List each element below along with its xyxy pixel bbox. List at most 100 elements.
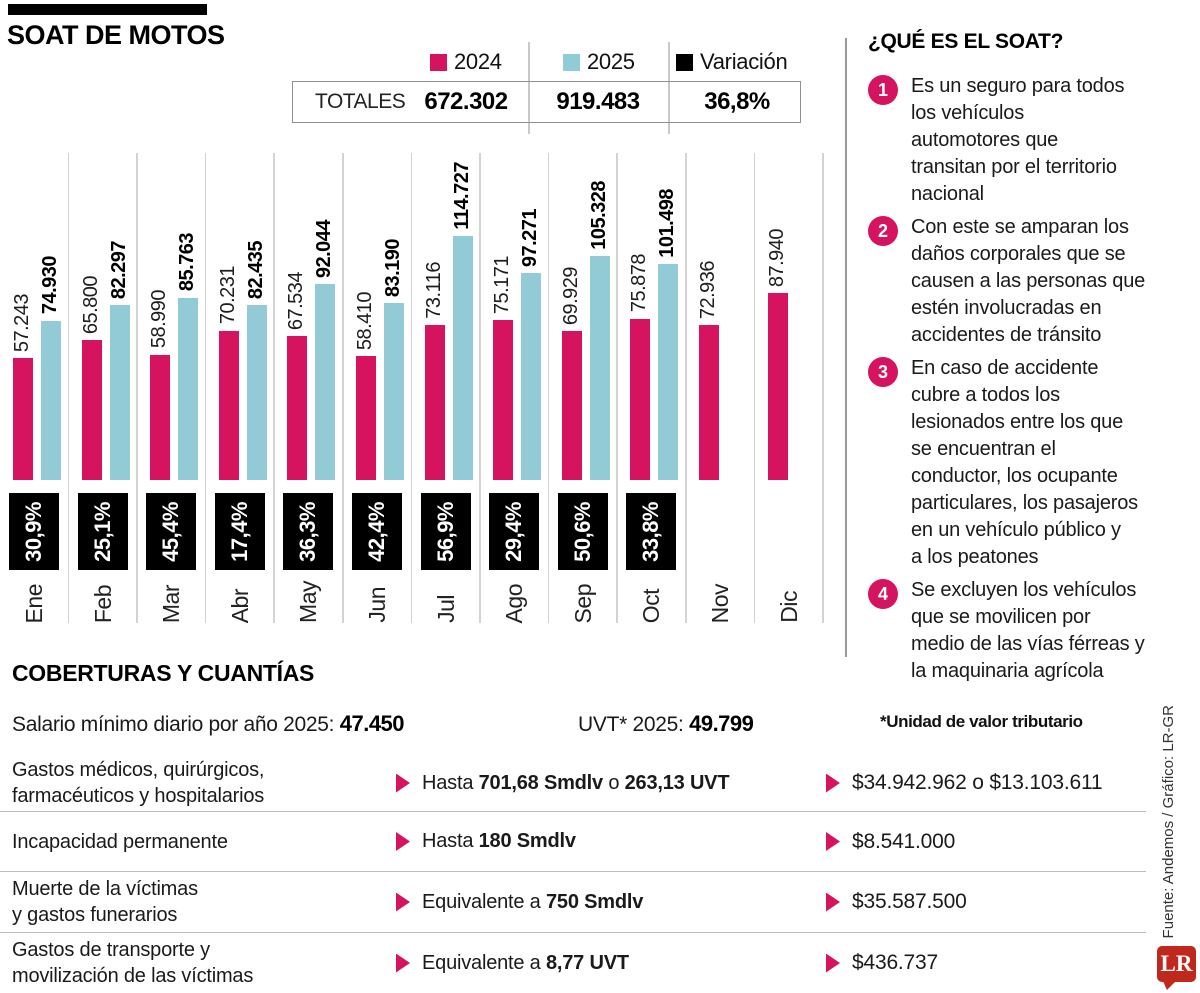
bar-value-2024-Dic: 87.940 xyxy=(765,228,788,287)
bar-2025-May xyxy=(315,284,336,480)
table-row: Muerte de la víctimas y gastos funerario… xyxy=(0,872,1146,933)
variation-badge-Jul: 56,9% xyxy=(420,493,471,570)
min-salary-label: Salario mínimo diario por año 2025: xyxy=(12,713,340,736)
soat-item-4: 4 Se excluyen los vehículos que se movil… xyxy=(868,577,1193,685)
coverage-table: Gastos médicos, quirúrgicos, farmacéutic… xyxy=(0,755,1146,993)
bar-value-2024-Jun: 58.410 xyxy=(354,291,376,350)
bar-value-2025-Feb: 82.297 xyxy=(107,240,130,299)
bar-2024-Dic xyxy=(767,292,788,480)
month-label-Jun: Jun xyxy=(364,587,390,623)
variation-badge-Sep: 50,6% xyxy=(557,493,608,570)
bar-2025-Ago xyxy=(521,273,542,480)
month-label-Dic: Dic xyxy=(775,591,802,623)
soat-item-1: 1 Es un seguro para todos los vehículos … xyxy=(868,73,1193,208)
bar-value-2024-Ene: 57.243 xyxy=(11,294,33,353)
variation-value: 30,9% xyxy=(21,501,46,562)
coverage-amount: $34.942.962 o $13.103.611 xyxy=(826,771,1146,795)
month-label-Feb: Feb xyxy=(89,584,116,623)
item-number-badge: 4 xyxy=(868,579,898,609)
totals-label: TOTALES xyxy=(315,90,406,113)
variation-badge-Ene: 30,9% xyxy=(9,493,59,570)
bar-value-2025-Ago: 97.271 xyxy=(519,208,542,268)
coverage-title: COBERTURAS Y CUANTÍAS xyxy=(12,660,315,686)
page-title: SOAT DE MOTOS xyxy=(7,20,225,50)
legend-item-2025: 2025 xyxy=(563,49,635,75)
coverage-limit: Hasta 701,68 Smdlv o 263,13 UVT xyxy=(396,772,826,795)
coverage-limit: Hasta 180 Smdlv xyxy=(396,830,826,853)
variation-badge-May: 36,3% xyxy=(283,493,334,570)
uvt-fact: UVT* 2025: 49.799 xyxy=(578,711,754,737)
bar-value-2024-Oct: 75.878 xyxy=(628,254,651,313)
bar-value-2024-Mar: 58.990 xyxy=(148,290,171,349)
coverage-amount: $35.587.500 xyxy=(826,890,1146,914)
legend-swatch-variation xyxy=(676,53,693,71)
variation-badge-Jun: 42,4% xyxy=(352,493,402,570)
arrow-icon xyxy=(826,953,840,973)
item-text: Se excluyen los vehículos que se movilic… xyxy=(911,579,1145,682)
bar-value-2024-May: 67.534 xyxy=(285,272,308,331)
arrow-icon xyxy=(396,953,410,973)
bar-value-2024-Sep: 69.929 xyxy=(559,267,582,326)
variation-value: 50,6% xyxy=(569,501,595,562)
chart-gridline xyxy=(410,153,413,623)
bar-value-2025-Ene: 74.930 xyxy=(39,256,61,315)
bar-2024-Feb xyxy=(81,340,102,480)
chart-gridline xyxy=(822,153,824,623)
month-label-Mar: Mar xyxy=(158,584,185,623)
limit-text: Equivalente a 750 Smdlv xyxy=(422,890,644,913)
uvt-value: 49.799 xyxy=(689,711,754,736)
bar-2024-Abr xyxy=(218,330,239,480)
min-salary-value: 47.450 xyxy=(339,711,405,736)
coverage-amount: $8.541.000 xyxy=(826,830,1146,854)
total-2024: 672.302 xyxy=(424,88,508,115)
chart-gridline xyxy=(204,153,207,623)
arrow-icon xyxy=(396,892,410,912)
bar-value-2024-Abr: 70.231 xyxy=(216,266,239,325)
limit-text: Hasta 701,68 Smdlv o 263,13 UVT xyxy=(422,771,730,794)
variation-value: 56,9% xyxy=(432,501,458,562)
chart-gridline xyxy=(753,153,756,623)
month-label-May: May xyxy=(295,581,322,623)
total-variation: 36,8% xyxy=(704,88,770,115)
bar-value-2025-Oct: 101.498 xyxy=(656,189,679,259)
bar-2025-Ene xyxy=(41,320,61,480)
panel-divider xyxy=(845,38,847,657)
month-label-Ene: Ene xyxy=(21,583,47,623)
arrow-icon xyxy=(396,773,410,793)
variation-badge-Oct: 33,8% xyxy=(626,493,677,570)
bar-2025-Jul xyxy=(452,236,473,480)
bar-2024-Jun xyxy=(356,355,376,480)
variation-badge-Abr: 17,4% xyxy=(214,493,265,570)
bar-2025-Sep xyxy=(589,256,610,480)
item-text: En caso de accidente cubre a todos los l… xyxy=(911,357,1138,568)
bar-2024-Jul xyxy=(424,324,445,480)
chart-gridline xyxy=(479,153,481,623)
bar-2025-Abr xyxy=(246,304,267,480)
variation-value: 17,4% xyxy=(226,501,252,562)
chart-gridline xyxy=(67,153,70,623)
bar-value-2025-Sep: 105.328 xyxy=(587,181,610,250)
variation-value: 33,8% xyxy=(638,501,664,562)
table-row: Gastos de transporte y movilización de l… xyxy=(0,933,1146,993)
min-salary-fact: Salario mínimo diario por año 2025: 47.4… xyxy=(12,711,405,737)
coverage-label: Gastos de transporte y movilización de l… xyxy=(12,939,254,987)
header-column-divider xyxy=(528,42,530,134)
item-text: Con este se amparan los daños corporales… xyxy=(911,216,1146,346)
amount-text: $34.942.962 o $13.103.611 xyxy=(852,771,1103,794)
bar-2024-Nov xyxy=(699,324,719,480)
bar-2025-Oct xyxy=(658,264,679,480)
chart-gridline xyxy=(136,153,138,623)
bar-2024-Ene xyxy=(13,358,33,480)
month-label-Sep: Sep xyxy=(569,583,596,623)
bar-2025-Jun xyxy=(384,303,404,480)
bar-value-2025-Jun: 83.190 xyxy=(382,238,404,298)
bar-2024-Mar xyxy=(150,354,171,480)
legend-label-variation: Variación xyxy=(700,49,788,74)
legend-item-2024: 2024 xyxy=(430,49,502,75)
bar-2024-Oct xyxy=(630,318,651,480)
bar-chart: 57.243 74.930 30,9% Ene 65.800 82.297 25,1% Feb… xyxy=(0,153,824,623)
variation-badge-Mar: 45,4% xyxy=(146,493,197,570)
bar-value-2024-Ago: 75.171 xyxy=(491,255,514,315)
variation-badge-Ago: 29,4% xyxy=(489,493,540,570)
lr-logo: LR xyxy=(1157,946,1196,982)
